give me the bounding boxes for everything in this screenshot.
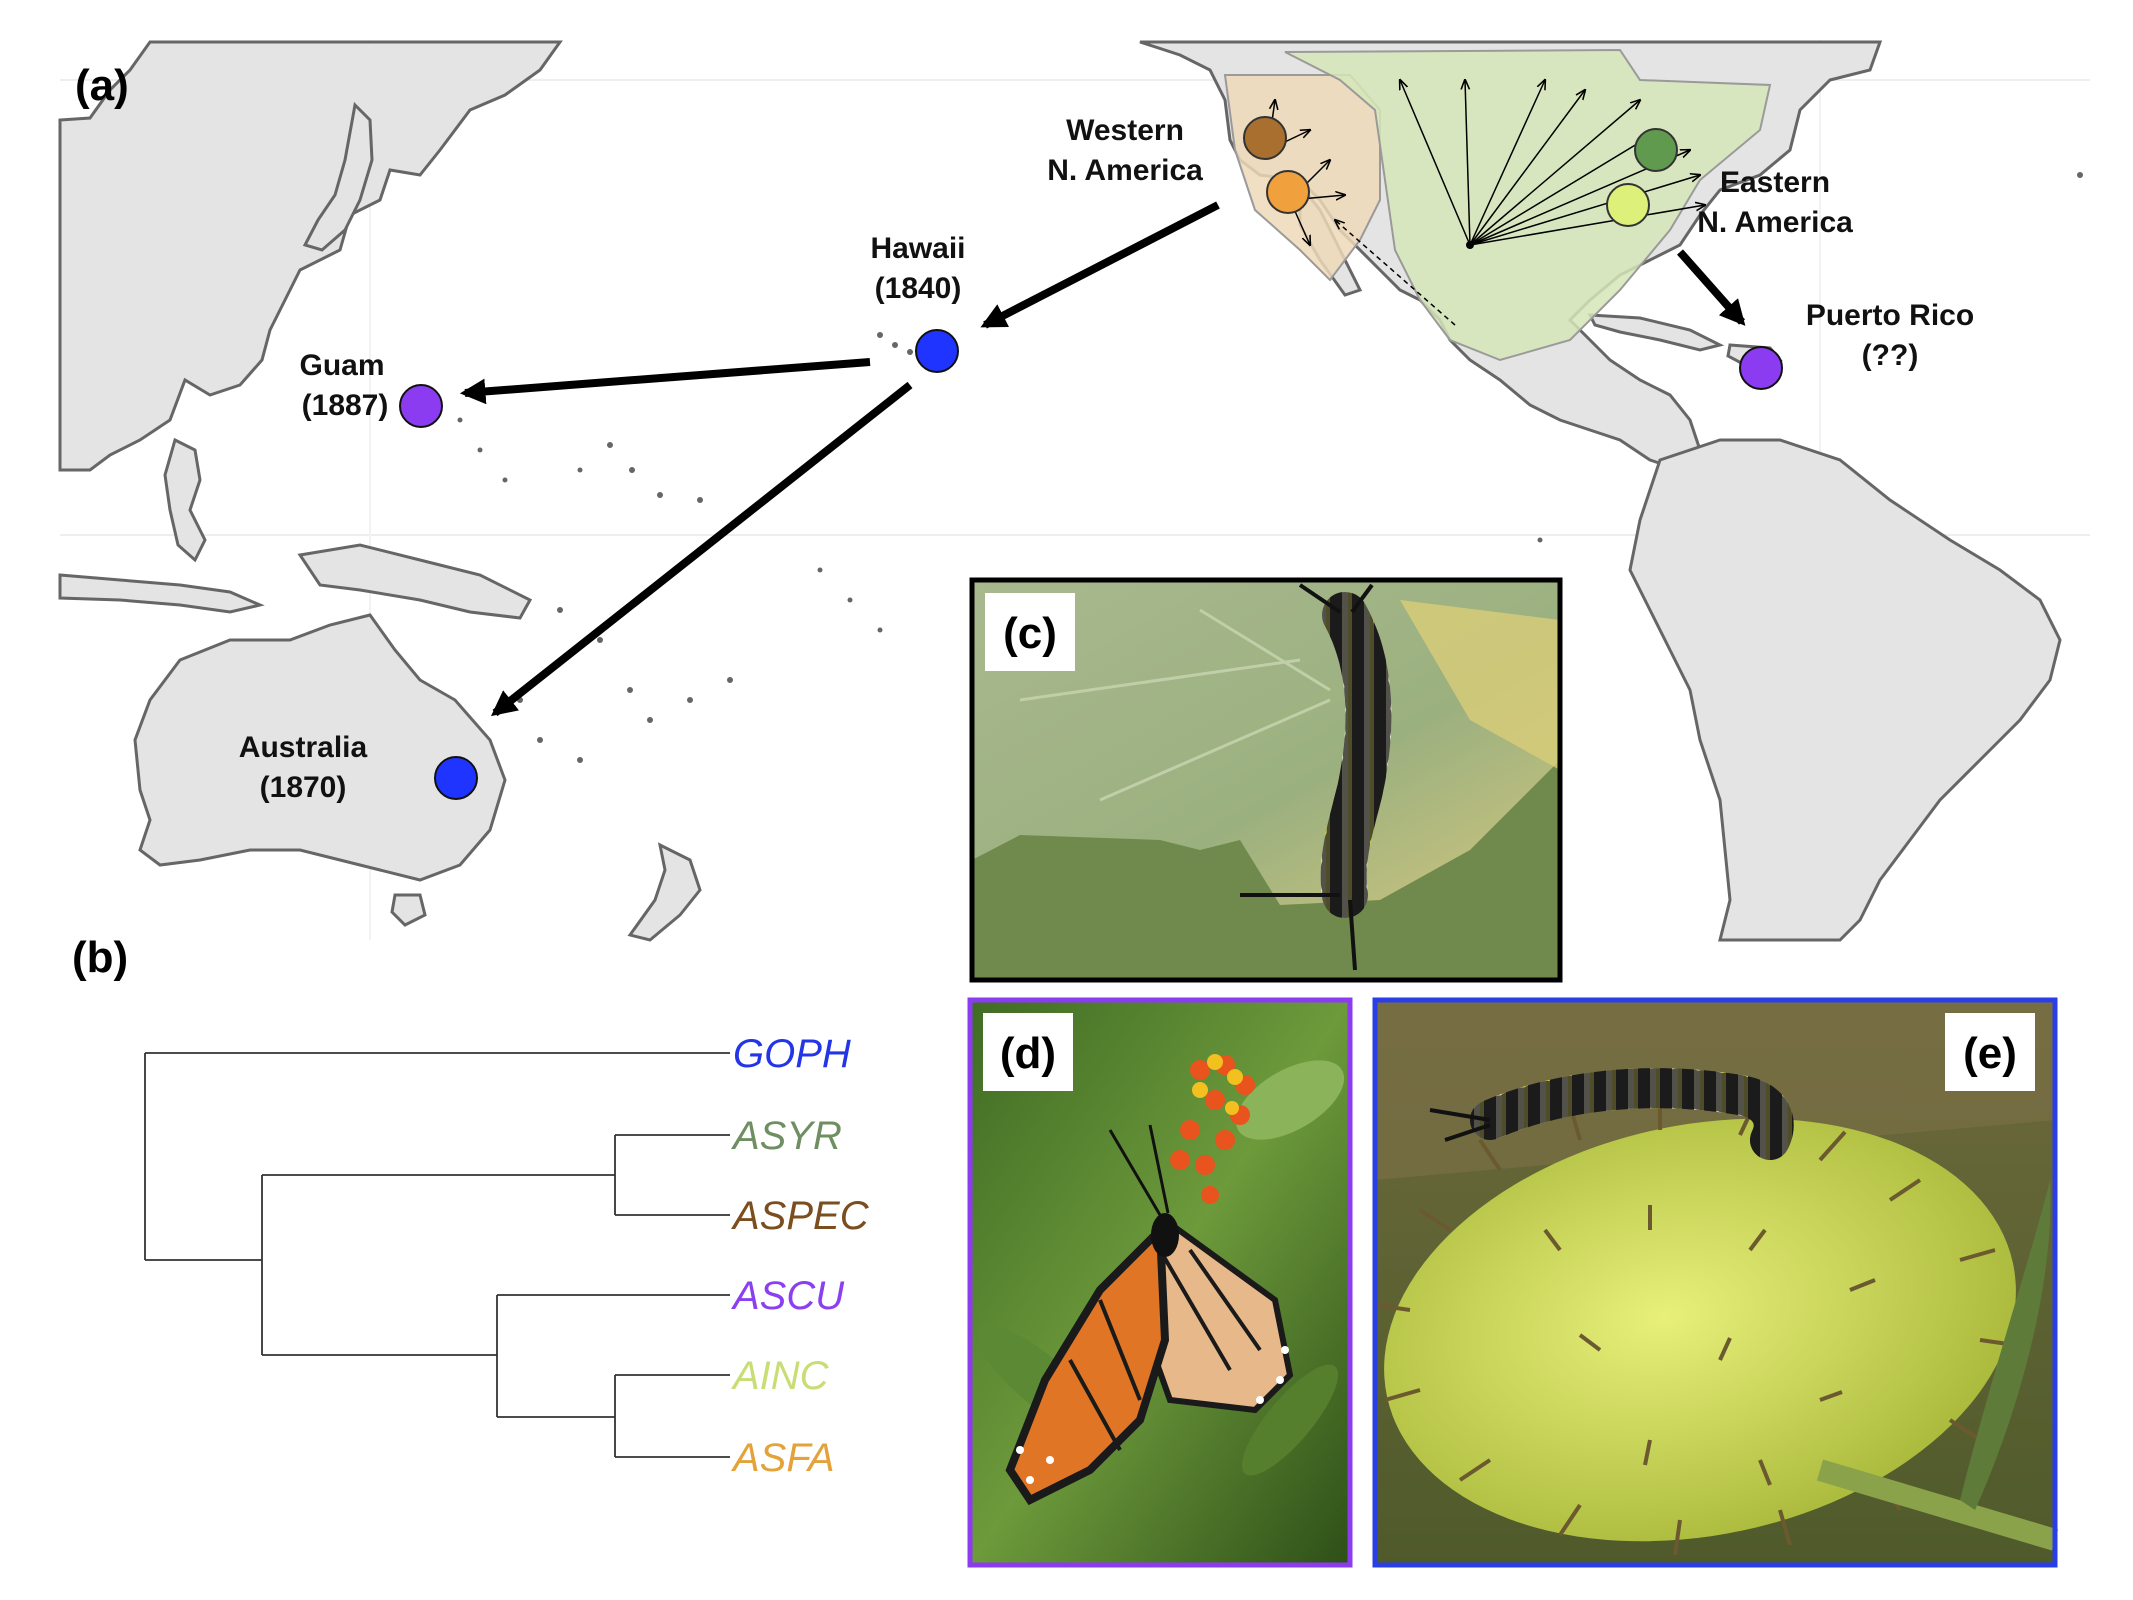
panel-a-label: (a) [75,61,129,110]
hawaii-dot [915,329,959,373]
colonization-arrows [459,201,1746,717]
panel-e-label: (e) [1963,1029,2017,1078]
tip-label-asfa: ASFA [731,1436,835,1480]
indonesia-land [58,573,265,614]
japan-land [302,101,374,252]
eastern-na-label-line1: Eastern [1720,166,1830,199]
asia-landmass [58,40,563,472]
puerto-rico-label-line1: Puerto Rico [1806,299,1974,332]
photo-c-frame [969,577,1563,983]
new-guinea-land [297,543,533,620]
panel-c-label: (c) [1003,609,1057,658]
eastern-range [1284,48,1772,362]
green-population-dot [1634,128,1678,172]
guam-label-line1: Guam [299,349,384,382]
philippines-land [163,437,207,563]
brown-population-dot [1243,116,1287,160]
puerto-rico-label-line2: (??) [1862,339,1919,372]
phylogenetic-tree [144,1052,730,1458]
photo-d-frame [967,997,1353,1568]
tip-label-asyr: ASYR [731,1114,842,1158]
australia-land [133,613,507,882]
tip-label-ascu: ASCU [731,1274,845,1318]
tasmania-land [390,893,427,927]
photo-c-caterpillar-on-leaf [972,580,1560,980]
guam-label-line2: (1887) [302,389,389,422]
world-map [58,40,2090,942]
cuba-land [1587,313,1725,352]
photo-e-frame [1372,997,2058,1568]
panel-d-label: (d) [1000,1029,1056,1078]
photo-d-monarch-butterfly [970,1000,1350,1565]
panel-b-label: (b) [72,933,128,982]
lightgreen-population-dot [1606,183,1650,227]
eastern-migration-vectors [1335,80,1705,326]
western-na-label-line2: N. America [1047,154,1203,187]
hawaii-label-line2: (1840) [875,272,962,305]
guam-dot [399,384,443,428]
orange-population-dot [1266,170,1310,214]
australia-label-line2: (1870) [260,771,347,804]
tip-label-goph: GOPH [733,1032,851,1076]
south-america-land [1628,438,2062,942]
hawaii-label-line1: Hawaii [870,232,965,265]
australia-label-line1: Australia [239,731,368,764]
puerto-rico-dot [1739,346,1783,390]
tip-label-aspec: ASPEC [731,1194,870,1238]
new-zealand-land [627,842,702,942]
australia-dot [434,756,478,800]
eastern-na-label-line2: N. America [1697,206,1853,239]
western-na-label-line1: Western [1066,114,1184,147]
tip-label-ainc: AINC [731,1354,830,1398]
overwintering-site-dot [1466,241,1474,249]
photo-e-caterpillar-on-seed-pod [1374,1000,2059,1565]
